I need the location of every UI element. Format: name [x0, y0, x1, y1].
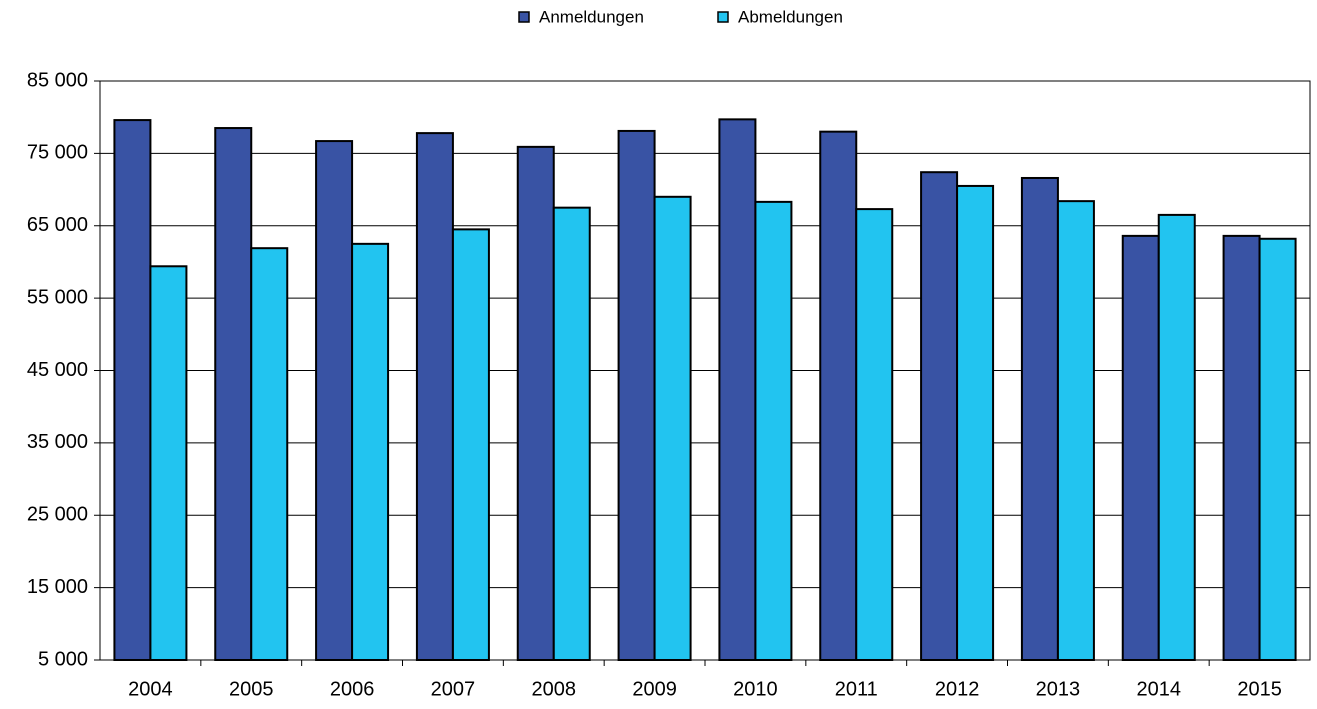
- y-tick-label: 45 000: [27, 359, 88, 381]
- x-tick-label: 2004: [128, 678, 173, 700]
- bar: [1157, 213, 1196, 662]
- bar: [351, 242, 390, 661]
- x-tick-label: 2009: [632, 678, 677, 700]
- y-tick-label: 5 000: [38, 648, 88, 670]
- x-tick-label: 2007: [431, 678, 476, 700]
- bar: [552, 206, 591, 661]
- bar: [855, 208, 894, 661]
- bar: [415, 132, 454, 662]
- x-tick-label: 2005: [229, 678, 274, 700]
- x-tick-label: 2012: [935, 678, 980, 700]
- legend-label: Anmeldungen: [539, 7, 644, 26]
- bar: [1121, 234, 1160, 661]
- legend-swatch: [717, 11, 729, 23]
- y-tick-label: 25 000: [27, 504, 88, 526]
- bar: [617, 129, 656, 662]
- y-tick-label: 35 000: [27, 431, 88, 453]
- bar: [113, 119, 152, 661]
- x-tick-label: 2011: [835, 678, 878, 700]
- bar: [920, 171, 959, 661]
- legend-swatch: [518, 11, 530, 23]
- bar: [149, 265, 188, 661]
- bar: [315, 140, 354, 662]
- y-tick-label: 85 000: [27, 69, 88, 91]
- legend-label: Abmeldungen: [738, 7, 843, 26]
- x-tick-label: 2010: [733, 678, 778, 700]
- bar: [653, 195, 692, 662]
- x-tick-label: 2014: [1137, 678, 1182, 700]
- bar: [1258, 237, 1297, 661]
- bar: [451, 228, 490, 661]
- bar: [754, 200, 793, 662]
- y-tick-label: 75 000: [27, 142, 88, 164]
- y-tick-label: 15 000: [27, 576, 88, 598]
- bar: [956, 184, 995, 661]
- bar: [516, 145, 555, 661]
- x-tick-label: 2013: [1036, 678, 1081, 700]
- bar: [214, 127, 253, 661]
- bar: [1056, 200, 1095, 662]
- x-tick-label: 2006: [330, 678, 375, 700]
- bar: [1222, 234, 1261, 661]
- bar: [718, 118, 757, 661]
- bar: [1020, 176, 1059, 661]
- y-tick-label: 65 000: [27, 214, 88, 236]
- bar: [250, 247, 289, 661]
- x-tick-label: 2015: [1237, 678, 1282, 700]
- x-tick-label: 2008: [532, 678, 577, 700]
- y-tick-label: 55 000: [27, 286, 88, 308]
- bar: [819, 130, 858, 662]
